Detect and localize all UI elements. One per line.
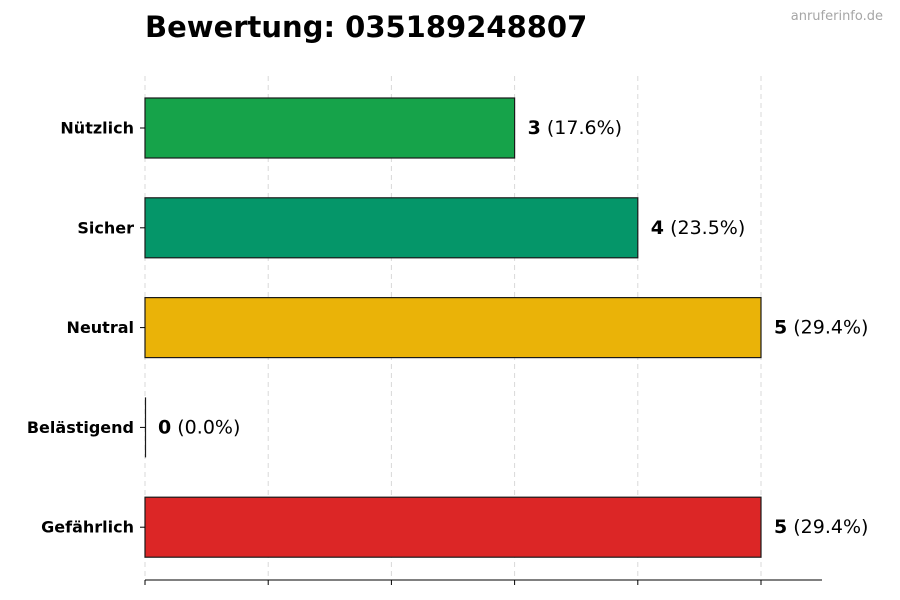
value-percent-0: (17.6%): [541, 117, 622, 139]
value-count-1: 4: [651, 217, 664, 239]
category-label-2: Neutral: [67, 318, 134, 337]
value-label-4: 5 (29.4%): [774, 516, 868, 538]
value-count-4: 5: [774, 516, 787, 538]
watermark: anruferinfo.de: [790, 9, 883, 24]
value-percent-3: (0.0%): [171, 416, 240, 438]
value-percent-2: (29.4%): [787, 317, 868, 339]
bar-1: [144, 197, 639, 259]
category-label-0: Nützlich: [60, 119, 134, 138]
bar-2: [144, 297, 762, 359]
value-percent-4: (29.4%): [787, 516, 868, 538]
category-label-1: Sicher: [77, 218, 134, 237]
value-count-2: 5: [774, 317, 787, 339]
value-count-3: 0: [158, 416, 171, 438]
value-label-0: 3 (17.6%): [528, 117, 622, 139]
value-label-3: 0 (0.0%): [158, 416, 240, 438]
bar-0: [144, 97, 516, 159]
value-percent-1: (23.5%): [664, 217, 745, 239]
bar-4: [144, 496, 762, 558]
chart-title: Bewertung: 035189248807: [145, 10, 588, 44]
value-label-1: 4 (23.5%): [651, 217, 745, 239]
category-label-4: Gefährlich: [41, 518, 134, 537]
category-label-3: Belästigend: [27, 418, 134, 437]
value-label-2: 5 (29.4%): [774, 317, 868, 339]
value-count-0: 3: [528, 117, 541, 139]
